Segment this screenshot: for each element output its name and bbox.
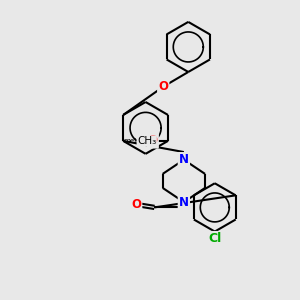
Text: N: N bbox=[179, 153, 189, 166]
Text: Cl: Cl bbox=[208, 232, 221, 244]
Text: CH₃: CH₃ bbox=[137, 136, 156, 146]
Text: O: O bbox=[158, 80, 168, 93]
Text: O: O bbox=[131, 198, 141, 211]
Text: O: O bbox=[148, 134, 158, 147]
Text: methoxy: methoxy bbox=[124, 138, 155, 144]
Text: N: N bbox=[179, 196, 189, 208]
